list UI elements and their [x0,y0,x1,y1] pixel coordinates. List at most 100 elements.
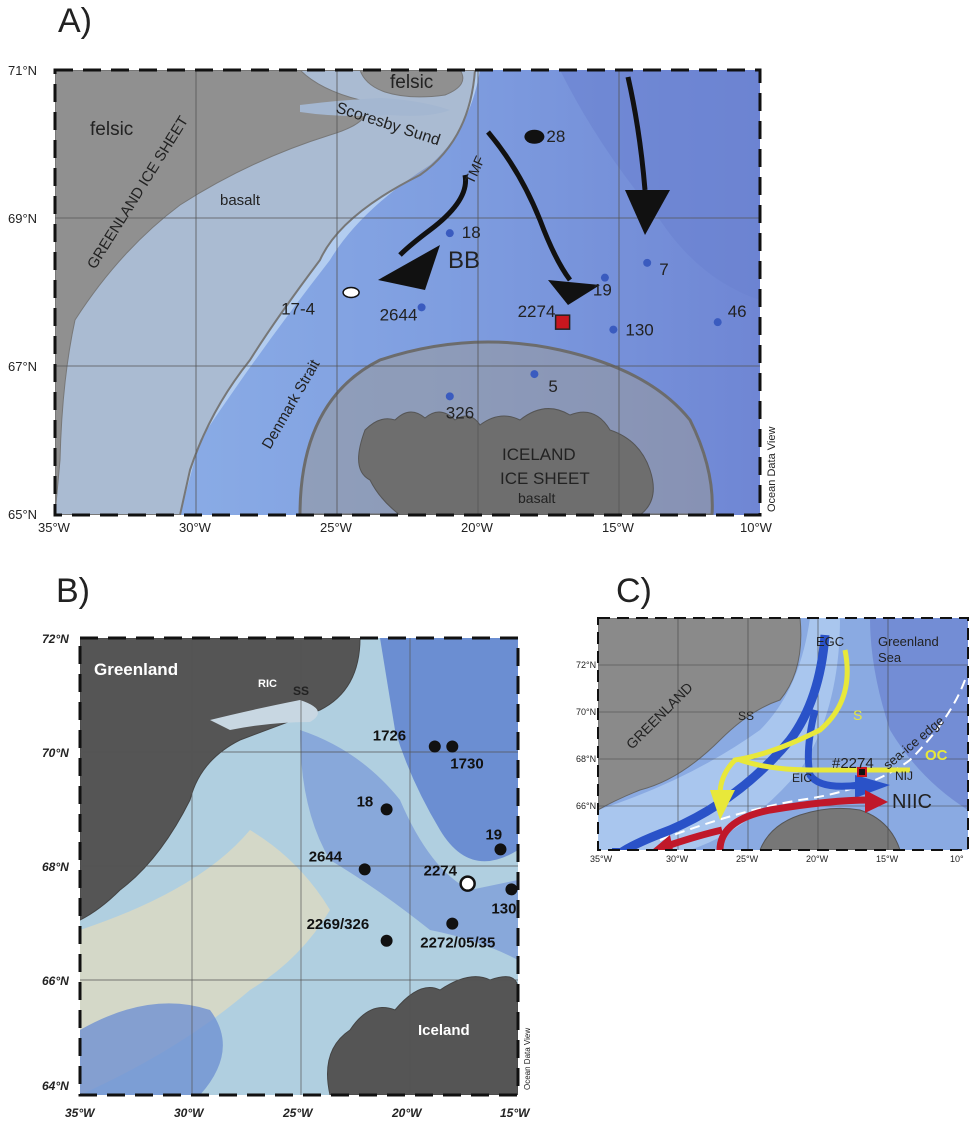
station-1730-marker [446,740,459,753]
b-lat-72: 72°N [42,632,69,646]
ric-label: RIC [258,678,277,690]
station-130-marker [505,883,518,896]
station-19-label: 19 [593,281,612,300]
b-lat-66: 66°N [42,974,69,988]
iceland-ice-label-1: ICELAND [502,445,576,464]
iceland-basalt-label: basalt [518,490,555,506]
station-2644-marker [417,303,426,312]
station-46-marker [713,318,722,327]
lon-tick-30: 30°W [179,520,212,535]
frame-a [53,68,762,517]
lon-tick-20: 20°W [461,520,494,535]
c-lat-68: 68°N [576,754,596,764]
station-46-label: 46 [728,302,747,321]
greenland-ice-sheet-boundary [55,70,477,515]
iceland-land-c [759,807,901,850]
panel-a-letter: A) [58,2,92,40]
station-1726-label: 1726 [373,728,406,745]
shelf-c [598,618,840,850]
flow-arrows [398,76,648,282]
station-19-marker [494,843,507,856]
s-arrowhead [710,790,735,820]
map-panel-a: felsic felsic basalt GREENLAND ICE SHEET… [8,63,778,535]
station-2274-label: #2274 [832,755,874,772]
map-panel-b: Greenland RIC SS Iceland Ocean Data View… [42,632,532,1120]
iceland-ice-label-2: ICE SHEET [500,469,590,488]
mid-water-b [300,730,518,960]
b-lon-35: 35°W [65,1106,96,1120]
egc-current [617,634,830,850]
station-19-marker [600,273,609,282]
station-130-label: 130 [491,900,516,917]
ss-label-c: SS [738,709,754,723]
c-lat-70: 70°N [576,707,596,717]
felsic-north-label: felsic [390,72,433,93]
b-lat-70: 70°N [42,746,69,760]
lat-tick-65: 65°N [8,507,37,522]
b-lat-68: 68°N [42,860,69,874]
greenland-label-b: Greenland [94,660,178,679]
sea-ice-edge-line [659,679,966,841]
station-2274-label: 2274 [424,863,458,880]
deep-sw-b [80,1003,223,1095]
b-lon-30: 30°W [174,1106,205,1120]
station-2272-05-35-label: 2272/05/35 [420,935,495,952]
panel-c-letter: C) [616,572,652,610]
station-18-label: 18 [357,793,374,810]
credit-a: Ocean Data View [766,427,778,512]
c-lon-20: 20°W [806,854,829,864]
lon-tick-25: 25°W [320,520,353,535]
stations-b: 1726 1730 18 19 2644 2274 130 2272/05/35 2269/32… [307,728,518,952]
c-lon-15: 15°W [876,854,899,864]
station-2269-326-marker [380,934,393,947]
egc-branch [804,709,861,790]
station-1726-marker [428,740,441,753]
nij-label: NIJ [895,769,913,783]
iceland-label-b: Iceland [418,1022,470,1039]
station-2274-marker [554,314,571,330]
egc-label: EGC [816,634,844,649]
station-130-label: 130 [625,321,653,340]
lon-tick-15: 15°W [602,520,635,535]
panel-b-letter: B) [56,572,90,610]
deep-basin [560,70,760,300]
iceland-land [358,408,654,515]
b-lon-15: 15°W [500,1106,531,1120]
s-current [717,649,850,796]
lat-tick-67: 67°N [8,359,37,374]
station-28-marker [524,129,545,144]
c-lon-10: 10° [950,854,964,864]
lat-tick-69: 69°N [8,211,37,226]
station-1730-label: 1730 [450,756,483,773]
grid-b [80,638,518,1095]
station-7-label: 7 [659,260,668,279]
ss-label-b: SS [293,684,309,698]
lat-tick-71: 71°N [8,63,37,78]
station-7-marker [643,258,652,267]
oc-label: OC [925,747,948,764]
basalt-label: basalt [220,192,261,209]
c-lon-30: 30°W [666,854,689,864]
arrow-head-3 [625,190,670,235]
station-2644-label: 2644 [380,305,418,324]
greenland-north-land [359,70,464,98]
b-lon-25: 25°W [282,1106,314,1120]
station-2644-label: 2644 [309,848,343,865]
red-arrowhead-2 [652,835,673,850]
station-2274-marker [857,767,867,777]
niic-label: NIIC [892,791,932,813]
b-lat-64: 64°N [42,1079,69,1093]
station-5-label: 5 [548,377,557,396]
station-2269-326-label: 2269/326 [307,916,370,933]
arrow-head-2 [548,280,600,305]
station-5-marker [530,370,539,379]
b-lon-20: 20°W [391,1106,423,1120]
bb-label: BB [448,247,480,274]
c-lat-72: 72°N [576,660,596,670]
map-panel-c: GREENLAND EGC Greenland Sea SS S sea-ice… [576,617,969,864]
greenland-sea-label-2: Sea [878,650,902,665]
station-19-label: 19 [485,826,502,843]
station-326-label: 326 [446,403,474,422]
red-current-2 [668,826,723,849]
red-arrowhead-1 [865,790,888,813]
